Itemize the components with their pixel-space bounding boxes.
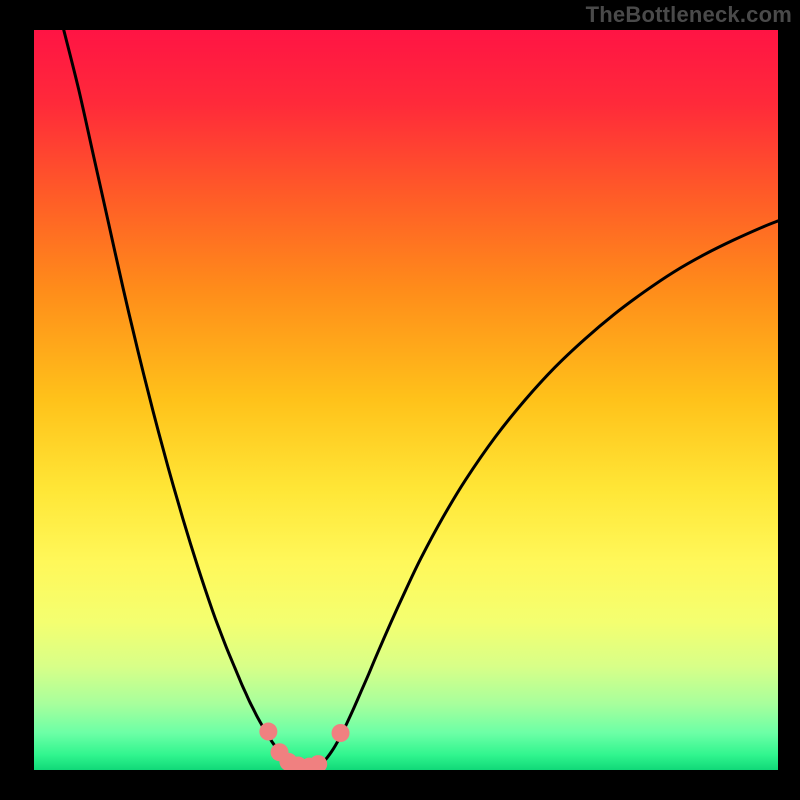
plot-overlay [34, 30, 778, 770]
plot-area [34, 30, 778, 770]
data-marker [309, 755, 327, 770]
data-marker [332, 724, 350, 742]
curve-right [309, 221, 778, 768]
curve-left [64, 30, 310, 768]
data-marker [259, 723, 277, 741]
chart-canvas: TheBottleneck.com [0, 0, 800, 800]
watermark-text: TheBottleneck.com [586, 2, 792, 28]
